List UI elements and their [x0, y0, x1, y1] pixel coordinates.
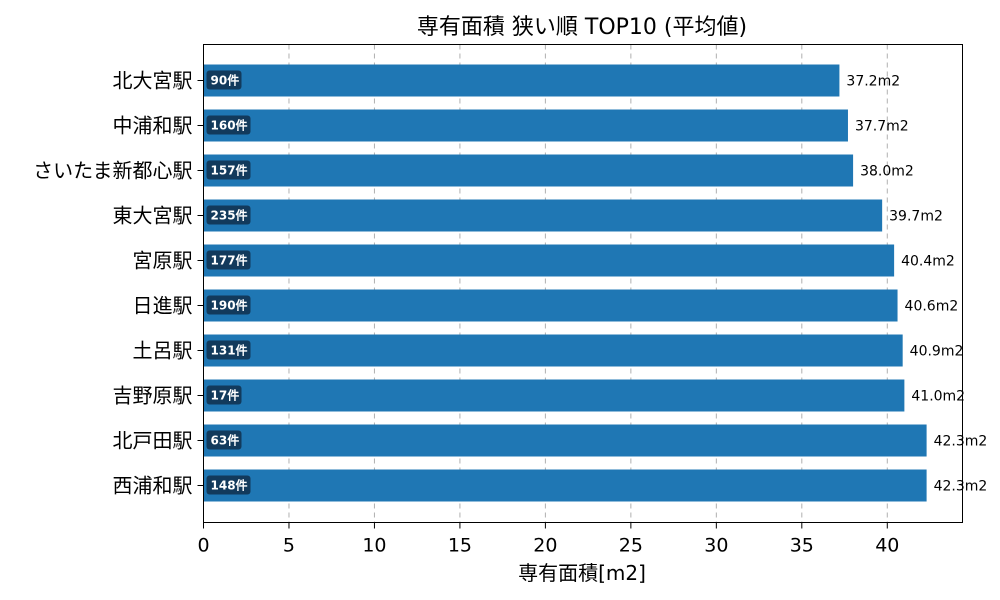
value-label: 42.3m2: [934, 434, 988, 450]
bar: [203, 154, 854, 187]
plot-frame: [203, 44, 963, 523]
x-tick-label: 35: [790, 535, 814, 557]
count-label: 131件: [211, 343, 248, 358]
count-badge: [206, 430, 242, 450]
bar: [203, 199, 883, 232]
bar: [203, 109, 848, 142]
y-tick-label: 中浦和駅: [113, 114, 193, 138]
x-tick-label: 30: [704, 535, 728, 557]
bar: [203, 64, 840, 97]
value-label: 40.6m2: [905, 299, 959, 315]
chart-title: 専有面積 狭い順 TOP10 (平均値): [417, 15, 747, 40]
x-tick-label: 20: [533, 535, 557, 557]
count-badge: [206, 475, 251, 495]
count-label: 160件: [211, 118, 248, 133]
count-badge: [206, 295, 251, 315]
x-tick-label: 10: [362, 535, 386, 557]
count-label: 177件: [211, 253, 248, 268]
y-tick-label: 土呂駅: [133, 339, 193, 363]
bars: 37.2m2 90件 37.7m2 160件 38.0m2 157件 39.7m2 235件 4…: [203, 64, 988, 502]
count-label: 63件: [211, 433, 240, 448]
count-label: 148件: [211, 478, 248, 493]
y-tick-label: さいたま新都心駅: [33, 159, 192, 183]
y-tick-label: 西浦和駅: [113, 474, 193, 498]
count-label: 190件: [211, 298, 248, 313]
value-label: 37.2m2: [846, 74, 900, 90]
x-tick-label: 5: [283, 535, 295, 557]
bar: [203, 244, 895, 277]
y-tick-label: 吉野原駅: [113, 384, 193, 408]
bar: [203, 334, 903, 367]
count-badge: [206, 385, 242, 405]
y-tick-labels: 北大宮駅中浦和駅さいたま新都心駅東大宮駅宮原駅日進駅土呂駅吉野原駅北戸田駅西浦和…: [33, 69, 204, 498]
x-axis-label: 専有面積[m2]: [518, 561, 646, 585]
x-tick-label: 0: [197, 535, 209, 557]
count-badge: [206, 115, 251, 135]
count-label: 235件: [211, 208, 248, 223]
count-badge: [206, 340, 251, 360]
x-tick-label: 15: [448, 535, 472, 557]
bar: [203, 289, 898, 322]
count-label: 17件: [211, 388, 240, 403]
bar: [203, 469, 927, 502]
y-tick-label: 東大宮駅: [113, 204, 193, 228]
bar: [203, 424, 927, 457]
count-label: 157件: [211, 163, 248, 178]
value-label: 42.3m2: [934, 479, 988, 495]
count-badge: [206, 205, 251, 225]
x-tick-label: 40: [875, 535, 899, 557]
value-label: 40.9m2: [910, 344, 964, 360]
value-label: 37.7m2: [855, 119, 909, 135]
count-badge: [206, 70, 242, 90]
value-label: 39.7m2: [889, 209, 943, 225]
y-tick-label: 宮原駅: [133, 249, 193, 273]
x-tick-label: 25: [619, 535, 643, 557]
count-label: 90件: [211, 73, 240, 88]
y-tick-label: 北大宮駅: [113, 69, 193, 93]
value-label: 40.4m2: [901, 254, 955, 270]
y-tick-label: 北戸田駅: [113, 429, 193, 453]
x-tick-labels: 0 5 10 15 20 25 30 35 40: [197, 522, 899, 557]
bar: [203, 379, 905, 412]
count-badge: [206, 160, 251, 180]
y-tick-label: 日進駅: [133, 294, 193, 318]
value-label: 38.0m2: [860, 164, 914, 180]
count-badge: [206, 250, 251, 270]
value-label: 41.0m2: [911, 389, 965, 405]
